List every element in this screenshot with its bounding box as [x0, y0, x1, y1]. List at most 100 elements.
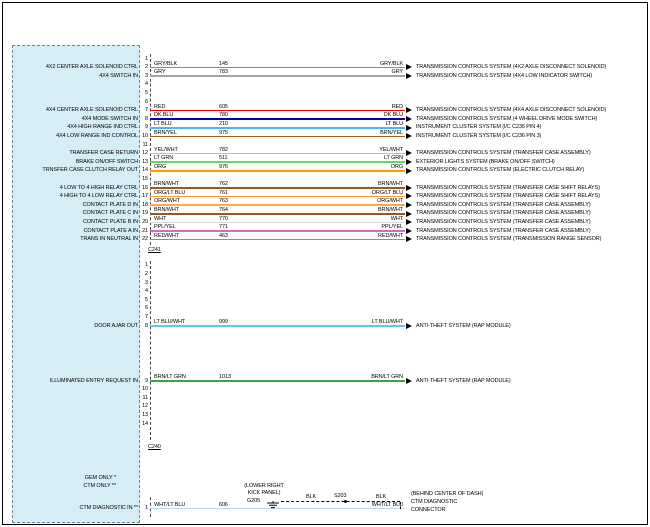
- pin-number: 18: [142, 201, 148, 208]
- pin-number: 6: [145, 98, 148, 105]
- wire-destination: EXTERIOR LIGHTS SYSTEM (BRAKE ON/OFF SWI…: [416, 158, 555, 165]
- pin-number: 6: [145, 305, 148, 312]
- wire-color-label-right: ORG/WHT: [377, 198, 403, 205]
- wire-color-label-right: WHT: [390, 215, 403, 222]
- pin-number: 5: [145, 296, 148, 303]
- wire-color-label-left: WHT: [154, 215, 167, 222]
- wire-line: [150, 118, 405, 120]
- wire-destination: TRANSMISSION CONTROLS SYSTEM (TRANSFER C…: [416, 227, 591, 234]
- destination-arrow: [406, 202, 412, 208]
- ctm-connector-name-line2: CONNECTOR: [411, 507, 446, 514]
- ground-location-line1: (LOWER RIGHT: [244, 482, 284, 489]
- wire-color-label-left: ORG/WHT: [154, 198, 180, 205]
- pin-number: 21: [142, 227, 148, 234]
- ground-branch-wire: [281, 501, 400, 502]
- module-note: GEM ONLY *: [84, 474, 116, 481]
- ctm-connector-name-line1: CTM DIAGNOSTIC: [411, 499, 458, 506]
- wire-line: [150, 66, 405, 69]
- pin-number: 20: [142, 219, 148, 225]
- pin-number: 7: [145, 314, 148, 320]
- wire-circuit-number: 976: [219, 164, 228, 170]
- pin-number: 4: [145, 81, 148, 88]
- module-pin-label: 4X4 LOW RANGE IND CONTROL: [56, 133, 138, 139]
- connector-line-CTM: [150, 497, 151, 517]
- wire-color-label-right: YEL/WHT: [379, 146, 403, 153]
- connector-line-C241: [150, 54, 151, 245]
- destination-arrow: [406, 377, 412, 384]
- wire-color-label-right: GRY/BLK: [379, 60, 403, 67]
- pin-number: 7: [145, 107, 148, 114]
- wire-color-label-right: LT GRN: [383, 155, 403, 162]
- wire-circuit-number: 975: [219, 129, 228, 136]
- wire-circuit-number: 210: [219, 121, 228, 127]
- branch-wire-color-left: BLK: [306, 494, 317, 501]
- wire-color-label-right: LT BLU/WHT: [371, 319, 403, 326]
- wire-circuit-number: 764: [219, 207, 228, 213]
- wire-destination: TRANSMISSION CONTROLS SYSTEM (TRANSFER C…: [416, 210, 591, 217]
- module-pin-label: TRANSFER CASE RETURN: [69, 150, 138, 157]
- module-pin-label: CONTACT PLATE B IN: [82, 219, 138, 225]
- destination-arrow: [406, 227, 412, 234]
- wire-color-label-right: RED/WHT: [378, 232, 403, 239]
- module-pin-label: CONTACT PLATE C IN: [82, 210, 138, 217]
- wire-circuit-number: 145: [219, 60, 228, 67]
- pin-number: 17: [142, 193, 148, 200]
- module-pin-label: TRNSFER CASE CLUTCH RELAY OUT: [42, 167, 138, 174]
- wire-circuit-number: 762: [219, 181, 228, 188]
- destination-arrow: [406, 73, 412, 79]
- pin-number: 19: [142, 210, 148, 217]
- wire-color-label-left: BRN/LT GRN: [154, 374, 186, 381]
- destination-arrow: [406, 193, 412, 200]
- pin-number: 2: [145, 271, 148, 277]
- wire-destination: TRANSMISSION CONTROLS SYSTEM (ELECTRIC C…: [416, 167, 585, 174]
- wire-color-label-left: ORG/LT BLU: [154, 189, 186, 196]
- module-note: CTM ONLY **: [83, 482, 116, 489]
- pin-number: 5: [145, 90, 148, 96]
- module-pin-label: CONTACT PLATE A IN: [83, 227, 139, 234]
- pin-number: 3: [145, 72, 148, 79]
- wire-line: [150, 221, 405, 224]
- connector-label: C241: [148, 247, 161, 253]
- wire-color-label-left: GRY: [154, 69, 166, 76]
- wire-destination: TRANSMISSION CONTROLS SYSTEM (TRANSFER C…: [416, 193, 600, 200]
- wire-circuit-number: 999: [219, 319, 228, 326]
- wire-color-label-right: GRY: [391, 69, 403, 76]
- wire-line: [150, 204, 405, 206]
- wire-circuit-number: 1013: [219, 374, 231, 381]
- wire-destination: TRANSMISSION CONTROLS SYSTEM (TRANSFER C…: [416, 150, 591, 157]
- pin-number: 8: [145, 322, 148, 329]
- wire-color-label-right: BRN/YEL: [380, 129, 403, 136]
- wire-circuit-number: 783: [219, 69, 228, 76]
- pin-number: 1: [145, 262, 148, 269]
- wire-color-label-right: WHT/LT BLU: [371, 501, 403, 508]
- branch-wire-color-right: BLK: [376, 494, 387, 501]
- pin-number: 4: [145, 288, 148, 295]
- ground-location-line2: KICK PANEL): [247, 489, 281, 496]
- wire-color-label-right: BRN/LT GRN: [371, 374, 403, 381]
- inline-connector-line: [399, 501, 401, 509]
- pin-number: 9: [145, 377, 148, 384]
- wire-circuit-number: 605: [219, 103, 228, 110]
- pin-number: 13: [142, 158, 148, 165]
- pin-number: 11: [142, 141, 148, 148]
- wire-line: [150, 161, 405, 163]
- wire-line: [150, 109, 405, 112]
- wire-circuit-number: 511: [219, 155, 228, 162]
- wire-color-label-left: RED: [154, 103, 166, 110]
- pin-number: 16: [142, 184, 148, 191]
- destination-arrow: [406, 322, 412, 329]
- pin-number: 10: [142, 386, 148, 393]
- wire-circuit-number: 463: [219, 232, 228, 239]
- wire-destination: TRANSMISSION CONTROLS SYSTEM (4X2 AXLE D…: [416, 64, 607, 71]
- wire-destination: INSTRUMENT CLUSTER SYSTEM (I/C C236 PIN …: [416, 133, 542, 139]
- destination-arrow: [406, 64, 412, 71]
- wire-circuit-number: 782: [219, 146, 228, 153]
- wire-color-label-right: BRN/WHT: [378, 181, 403, 188]
- module-pin-label: TRANS IN NEUTRAL IN: [80, 236, 138, 243]
- module-pin-label: 4X2 CENTER AXLE SOLENOID CTRL: [45, 64, 138, 71]
- wire-color-label-left: YEL/WHT: [154, 146, 178, 153]
- splice-dot: [343, 499, 347, 504]
- wire-color-label-right: ORG/LT BLU: [371, 189, 403, 196]
